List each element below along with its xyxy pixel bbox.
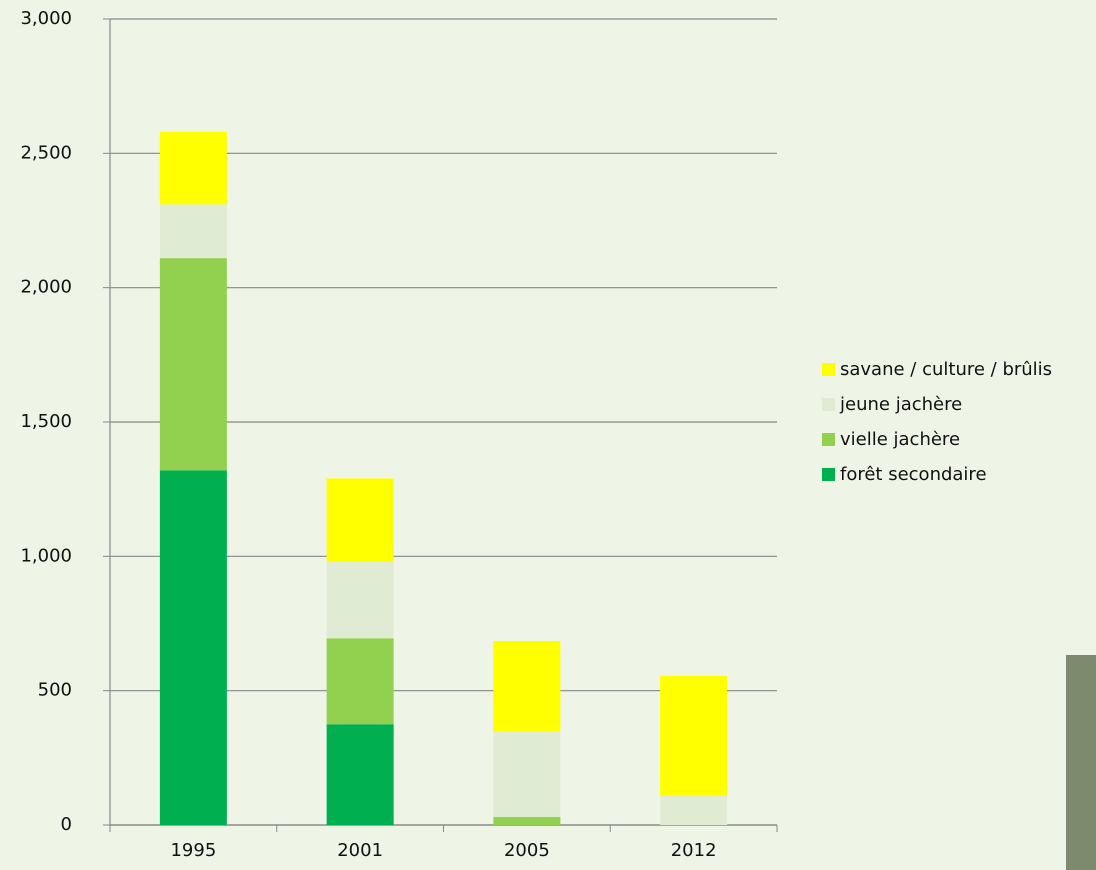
x-tick-label: 2001	[337, 840, 383, 861]
legend-swatch	[822, 433, 835, 446]
bar-segment	[493, 730, 561, 817]
legend-label: vielle jachère	[840, 429, 960, 450]
legend-label: forêt secondaire	[840, 464, 987, 485]
y-tick-label: 1,000	[20, 545, 72, 566]
bar-segment	[660, 795, 728, 825]
legend-swatch	[822, 363, 835, 376]
bar-segment	[326, 638, 394, 725]
bar-segment	[493, 816, 561, 825]
y-tick-label: 1,500	[20, 411, 72, 432]
y-tick-label: 2,500	[20, 142, 72, 163]
bar-segment	[326, 561, 394, 639]
x-tick-label: 2012	[671, 840, 717, 861]
legend-swatch	[822, 468, 835, 481]
legend-swatch	[822, 398, 835, 411]
bar-segment	[159, 258, 227, 471]
bar-segment	[493, 640, 561, 731]
bar-segment	[660, 675, 728, 796]
bar-segment	[326, 724, 394, 825]
legend-label: savane / culture / brûlis	[840, 359, 1052, 380]
bar-segment	[159, 131, 227, 205]
y-tick-label: 2,000	[20, 277, 72, 298]
legend-label: jeune jachère	[839, 394, 962, 415]
bar-segment	[159, 204, 227, 259]
y-tick-label: 0	[61, 814, 72, 835]
y-tick-label: 3,000	[20, 8, 72, 29]
bar-segment	[159, 470, 227, 825]
x-tick-label: 2005	[504, 840, 550, 861]
y-tick-label: 500	[38, 680, 72, 701]
photo-fragment	[1066, 655, 1096, 870]
bar-segment	[326, 478, 394, 562]
x-tick-label: 1995	[170, 840, 216, 861]
